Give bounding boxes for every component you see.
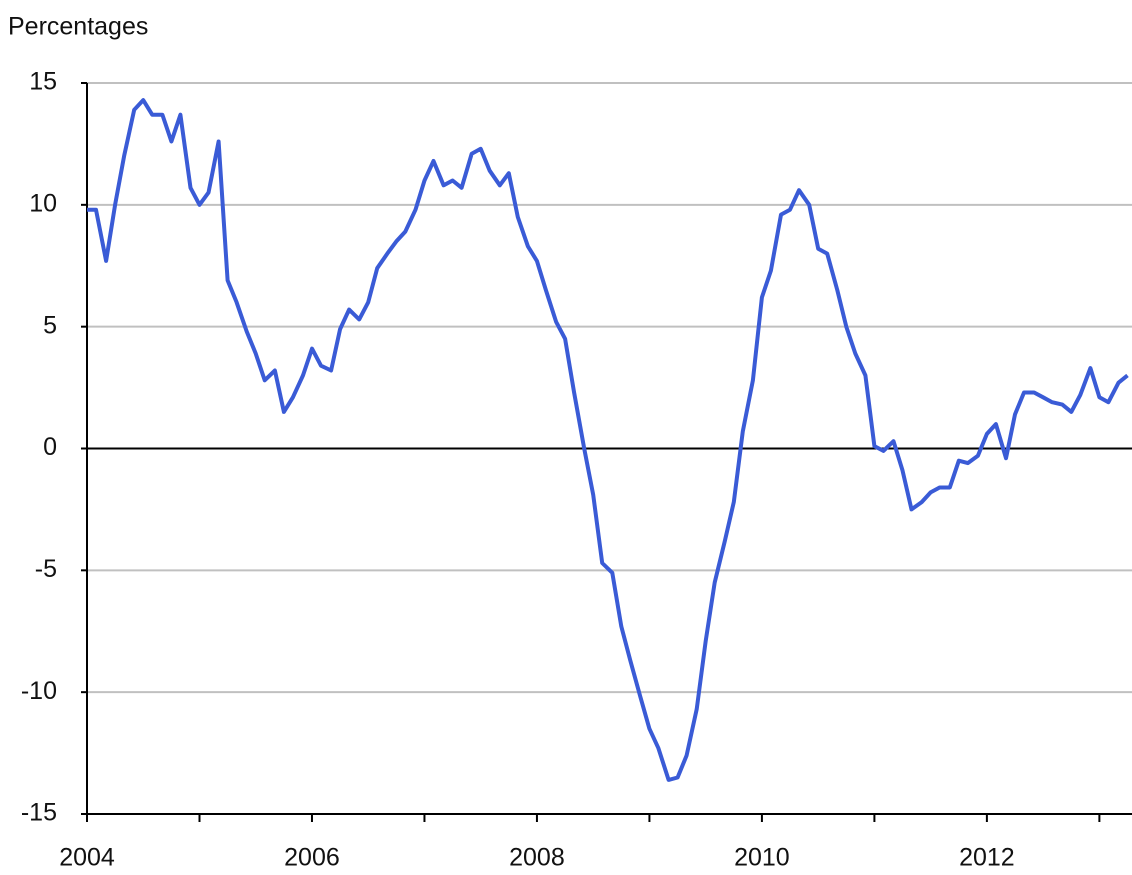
x-tick-label: 2006 bbox=[284, 844, 340, 872]
y-tick-label: 10 bbox=[29, 189, 57, 217]
y-tick-label: 5 bbox=[43, 311, 57, 339]
x-tick-label: 2004 bbox=[59, 844, 115, 872]
y-axis-label: Percentages bbox=[8, 13, 148, 41]
y-tick-label: -15 bbox=[21, 799, 57, 827]
x-tick-label: 2010 bbox=[734, 844, 790, 872]
data-line bbox=[87, 98, 1129, 782]
y-tick-label: -5 bbox=[35, 555, 57, 583]
x-tick-label: 2008 bbox=[509, 844, 565, 872]
x-tick-label: 2012 bbox=[959, 844, 1015, 872]
y-tick-label: -10 bbox=[21, 677, 57, 705]
y-tick-label: 15 bbox=[29, 68, 57, 96]
y-tick-label: 0 bbox=[43, 433, 57, 461]
